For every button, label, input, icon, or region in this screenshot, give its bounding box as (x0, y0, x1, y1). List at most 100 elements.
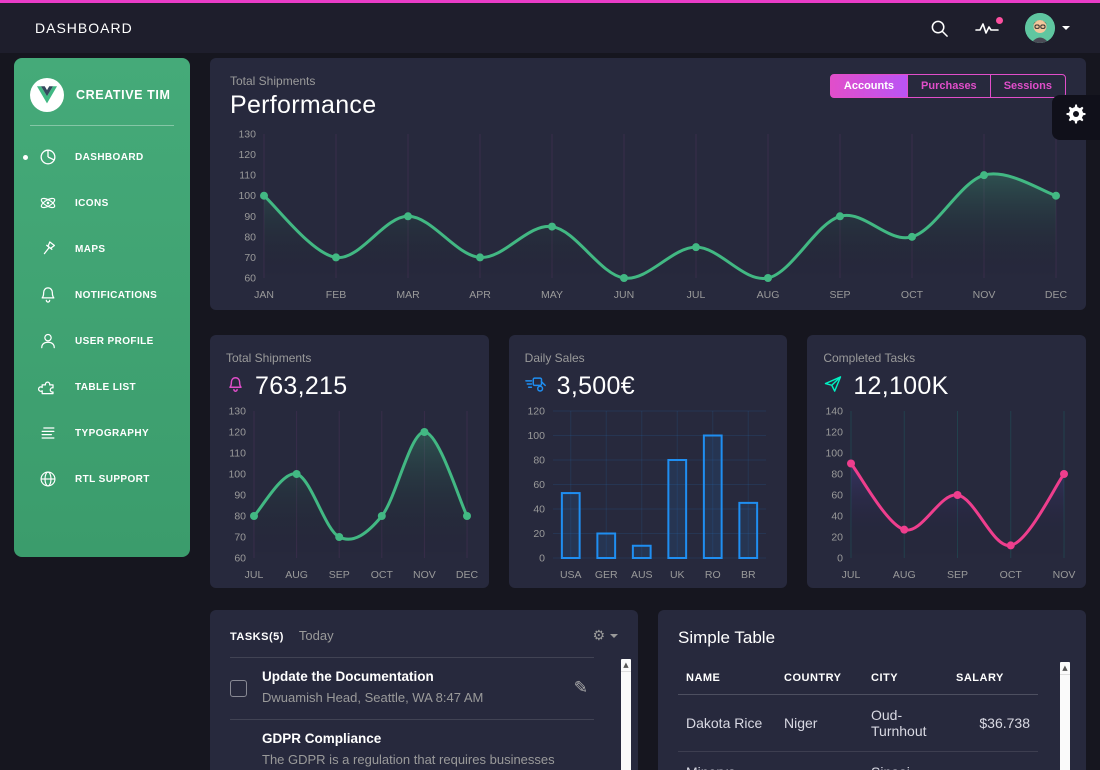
scroll-up-arrow[interactable]: ▲ (1060, 662, 1070, 675)
column-header-country: COUNTRY (776, 662, 863, 695)
user-avatar[interactable] (1025, 13, 1055, 43)
tab-purchases[interactable]: Purchases (907, 74, 991, 98)
svg-text:0: 0 (837, 553, 843, 565)
svg-text:20: 20 (832, 532, 844, 544)
tasks-scrollbar[interactable]: ▲ (621, 659, 631, 770)
chevron-down-icon (1062, 26, 1070, 30)
sidebar-item-dashboard[interactable]: DASHBOARD (14, 134, 190, 180)
svg-text:80: 80 (234, 511, 246, 523)
bell-icon (226, 375, 245, 399)
svg-text:70: 70 (234, 532, 246, 544)
svg-text:JUN: JUN (614, 289, 634, 301)
svg-text:GER: GER (595, 569, 618, 581)
tasks-card: TASKS(5) Today ⚙ ✓ Update the Documentat… (210, 610, 638, 770)
svg-text:120: 120 (228, 427, 246, 439)
svg-text:AUG: AUG (757, 289, 780, 301)
chart-pie-icon (38, 147, 58, 167)
sidebar-item-icons[interactable]: ICONS (14, 180, 190, 226)
svg-text:130: 130 (228, 406, 246, 418)
task-title: Update the Documentation (262, 669, 434, 684)
svg-text:SEP: SEP (947, 569, 968, 581)
globe-icon (38, 469, 58, 489)
svg-text:60: 60 (533, 479, 545, 491)
stat-label: Completed Tasks (823, 351, 916, 365)
search-icon[interactable] (930, 19, 949, 38)
stat-value: 763,215 (255, 372, 348, 400)
svg-text:APR: APR (469, 289, 491, 301)
cell-name: Minerva Hooper (678, 751, 776, 770)
task-row: ✓ Update the Documentation Dwuamish Head… (230, 657, 594, 719)
tasks-title: TASKS(5) (230, 631, 284, 643)
svg-text:60: 60 (832, 490, 844, 502)
puzzle-icon (38, 377, 58, 397)
shipments-mini-chart: 60 70 80 90 100 110 120 130 JUL AUG SEP OCT NOV DEC (220, 401, 479, 584)
svg-text:100: 100 (228, 469, 246, 481)
sidebar-item-user-profile[interactable]: USER PROFILE (14, 318, 190, 364)
cell-salary: $23,789 (948, 751, 1038, 770)
svg-text:FEB: FEB (326, 289, 346, 301)
sidebar: CREATIVE TIM DASHBOARD ICONS MAPS NOTIFI… (14, 58, 190, 557)
scroll-up-arrow[interactable]: ▲ (621, 659, 631, 672)
sidebar-item-maps[interactable]: MAPS (14, 226, 190, 272)
svg-text:OCT: OCT (371, 569, 394, 581)
cell-salary: $36.738 (948, 694, 1038, 752)
send-icon (823, 374, 843, 399)
svg-text:USA: USA (560, 569, 582, 581)
sidebar-item-label: NOTIFICATIONS (75, 289, 158, 301)
svg-text:UK: UK (670, 569, 685, 581)
brand-name: CREATIVE TIM (76, 88, 171, 102)
activity-icon[interactable] (975, 17, 1003, 36)
svg-text:90: 90 (234, 490, 246, 502)
svg-text:NOV: NOV (973, 289, 996, 301)
stat-label: Total Shipments (226, 351, 312, 365)
cell-city: Sinaai-Waas (863, 751, 948, 770)
user-menu[interactable] (1025, 13, 1070, 43)
divider (30, 125, 174, 126)
sidebar-item-table-list[interactable]: TABLE LIST (14, 364, 190, 410)
cell-city: Oud-Turnhout (863, 694, 948, 752)
active-indicator-dot (23, 154, 28, 160)
svg-text:OCT: OCT (1000, 569, 1023, 581)
brand[interactable]: CREATIVE TIM (14, 70, 190, 125)
svg-text:120: 120 (527, 406, 545, 418)
edit-pencil-icon[interactable]: ✎ (573, 678, 588, 699)
chart-period-tabs: Accounts Purchases Sessions (829, 74, 1066, 98)
task-checkbox[interactable]: ✓ (230, 679, 247, 697)
pin-icon (38, 239, 58, 259)
sidebar-item-label: TYPOGRAPHY (75, 427, 150, 439)
column-header-name: NAME (678, 662, 776, 695)
column-header-city: CITY (863, 662, 948, 695)
svg-text:70: 70 (244, 252, 256, 264)
svg-text:RO: RO (705, 569, 721, 581)
simple-table-card: Simple Table NAME COUNTRY CITY SALARY Da… (658, 610, 1086, 770)
tab-accounts[interactable]: Accounts (829, 74, 909, 98)
svg-text:60: 60 (234, 553, 246, 565)
sidebar-item-typography[interactable]: TYPOGRAPHY (14, 410, 190, 456)
tasks-settings-menu[interactable]: ⚙ (592, 628, 618, 644)
sidebar-item-notifications[interactable]: NOTIFICATIONS (14, 272, 190, 318)
column-header-salary: SALARY (948, 662, 1038, 695)
table-scrollbar[interactable]: ▲ (1060, 662, 1070, 770)
sidebar-item-label: DASHBOARD (75, 151, 144, 163)
svg-text:0: 0 (539, 553, 545, 565)
svg-text:100: 100 (527, 430, 545, 442)
stat-value: 3,500€ (556, 372, 635, 400)
task-description: Dwuamish Head, Seattle, WA 8:47 AM (262, 690, 484, 705)
completed-tasks-card: Completed Tasks 12,100K 0 20 40 60 80 100 120 1… (807, 335, 1086, 588)
svg-text:SEP: SEP (829, 289, 850, 301)
completed-tasks-chart: 0 20 40 60 80 100 120 140 JUL AUG SEP OCT NOV (817, 401, 1076, 584)
sidebar-item-rtl-support[interactable]: RTL SUPPORT (14, 456, 190, 502)
person-icon (38, 331, 58, 351)
svg-text:20: 20 (533, 528, 545, 540)
svg-text:AUG: AUG (285, 569, 308, 581)
svg-text:120: 120 (826, 427, 844, 439)
settings-button[interactable] (1052, 95, 1100, 140)
task-row: ✓ GDPR Compliance The GDPR is a regulati… (230, 718, 594, 770)
sidebar-item-label: RTL SUPPORT (75, 473, 150, 485)
daily-sales-bar-chart: 0 20 40 60 80 100 120 USA GER AUS UK RO BR (519, 401, 778, 584)
chevron-down-icon (610, 634, 618, 638)
table-row: Dakota Rice Niger Oud-Turnhout $36.738 (678, 694, 1038, 752)
svg-text:DEC: DEC (456, 569, 479, 581)
svg-text:60: 60 (244, 273, 256, 285)
tab-sessions[interactable]: Sessions (989, 74, 1066, 98)
